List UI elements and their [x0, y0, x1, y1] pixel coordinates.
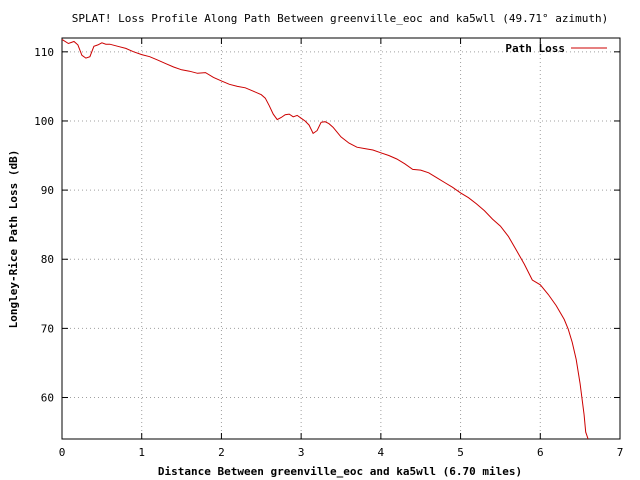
x-axis-ticks: 0 1 2 3 4 5 6 7	[59, 38, 624, 459]
x-tick-label: 6	[537, 446, 544, 459]
x-tick-label: 3	[298, 446, 305, 459]
x-axis-label: Distance Between greenville_eoc and ka5w…	[158, 465, 522, 478]
y-tick-label: 90	[41, 184, 54, 197]
y-axis-label: Longley-Rice Path Loss (dB)	[7, 150, 20, 329]
legend: Path Loss	[505, 42, 607, 55]
y-tick-label: 110	[34, 46, 54, 59]
plot-frame	[61, 37, 621, 440]
x-tick-label: 5	[457, 446, 464, 459]
series-line-path-loss	[61, 38, 589, 440]
y-tick-label: 80	[41, 253, 54, 266]
x-tick-label: 7	[617, 446, 624, 459]
x-tick-label: 4	[378, 446, 385, 459]
grid-lines	[62, 38, 620, 439]
x-tick-label: 2	[218, 446, 225, 459]
y-tick-label: 60	[41, 392, 54, 405]
legend-label-path-loss: Path Loss	[505, 42, 565, 55]
y-axis-ticks: 60 70 80 90 100 110	[34, 46, 620, 405]
x-tick-label: 1	[138, 446, 145, 459]
chart-title: SPLAT! Loss Profile Along Path Between g…	[72, 12, 608, 25]
x-tick-label: 0	[59, 446, 66, 459]
y-tick-label: 70	[41, 322, 54, 335]
y-tick-label: 100	[34, 115, 54, 128]
series-layer	[61, 38, 589, 440]
